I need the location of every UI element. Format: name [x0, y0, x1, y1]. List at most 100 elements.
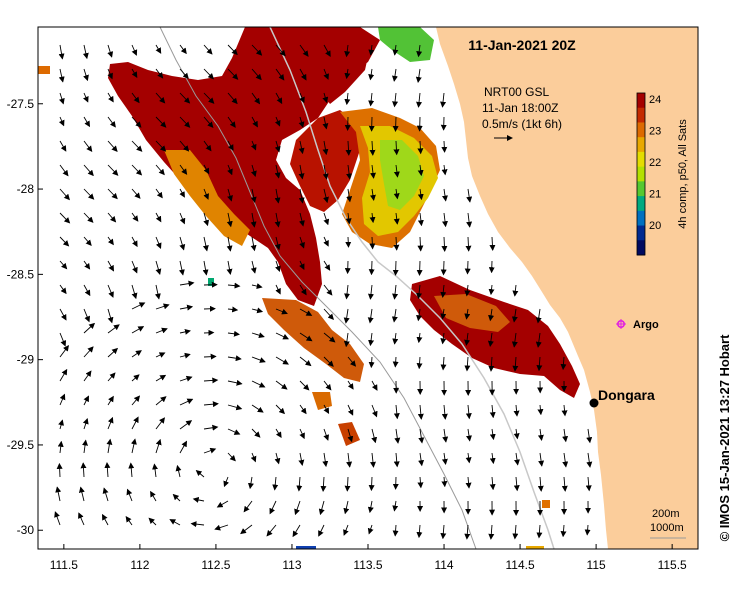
- current-vector: [250, 140, 257, 151]
- current-vector: [226, 212, 233, 228]
- isobath-1000m: [159, 27, 477, 549]
- current-vector: [83, 395, 89, 406]
- current-vector: [227, 428, 241, 435]
- current-vector: [466, 212, 473, 228]
- current-vector: [148, 517, 157, 526]
- current-vector: [465, 476, 472, 489]
- current-vector: [179, 212, 186, 225]
- current-vector: [416, 308, 423, 322]
- current-vector: [154, 284, 161, 300]
- current-vector: [393, 236, 400, 251]
- current-vector: [416, 260, 423, 276]
- current-vector: [179, 304, 194, 311]
- current-vector: [107, 164, 119, 176]
- current-vector: [417, 476, 424, 489]
- current-vector: [251, 404, 264, 413]
- current-vector: [275, 308, 288, 315]
- current-vector: [299, 236, 305, 249]
- current-vector: [131, 284, 138, 300]
- x-tick-label: 113: [282, 558, 301, 572]
- colorbar-segment: [637, 151, 645, 168]
- colorbar-segment: [637, 196, 645, 212]
- current-vector: [54, 511, 61, 526]
- colorbar-tick-label: 24: [649, 94, 661, 106]
- current-vector: [107, 284, 114, 298]
- current-vector: [464, 260, 471, 275]
- colorbar-segment: [637, 225, 645, 241]
- current-vector: [251, 356, 266, 363]
- current-vector: [251, 307, 264, 314]
- current-vector: [323, 212, 330, 226]
- current-vector: [275, 92, 283, 105]
- current-vector: [83, 346, 94, 358]
- current-vector: [298, 452, 305, 466]
- current-vector: [323, 404, 330, 414]
- current-vector: [250, 212, 257, 228]
- current-vector: [320, 476, 327, 492]
- x-tick-label: 114: [434, 558, 453, 572]
- current-vector: [131, 116, 142, 128]
- current-vector: [83, 68, 89, 82]
- current-vector: [275, 68, 285, 81]
- current-vector: [368, 260, 375, 276]
- current-vector: [275, 356, 289, 365]
- current-vector: [216, 500, 229, 508]
- current-vector: [323, 284, 333, 296]
- colorbar-segment: [637, 137, 645, 153]
- current-vector: [440, 260, 447, 276]
- current-vector: [299, 44, 309, 57]
- current-vector: [131, 212, 139, 222]
- current-vector: [59, 344, 70, 358]
- isobath-legend-200m: 200m: [652, 508, 680, 520]
- current-vector: [274, 164, 281, 179]
- current-vector: [107, 116, 116, 128]
- colorbar-frame: [636, 92, 646, 256]
- x-tick-label: 115.5: [658, 558, 687, 572]
- current-vector: [266, 524, 277, 537]
- current-vector: [80, 462, 87, 478]
- current-vector: [513, 428, 520, 440]
- current-vector: [323, 308, 334, 320]
- current-vector: [107, 92, 114, 103]
- current-vector: [83, 212, 94, 223]
- current-vector: [227, 404, 243, 411]
- current-vector: [106, 438, 113, 454]
- current-vector: [59, 140, 67, 152]
- current-vector: [155, 396, 167, 406]
- current-vector: [416, 92, 423, 108]
- current-vector: [367, 524, 374, 535]
- current-vector: [203, 188, 209, 200]
- current-vector: [275, 404, 286, 415]
- current-vector: [536, 524, 543, 539]
- colorbar: 24 23 22 21 20: [636, 92, 661, 256]
- current-vector: [155, 68, 164, 79]
- current-vector: [251, 44, 263, 56]
- current-vector: [368, 356, 375, 369]
- current-vector: [179, 44, 187, 55]
- current-vector: [514, 452, 520, 466]
- current-vector: [392, 116, 399, 132]
- current-vector: [298, 116, 305, 128]
- current-vector: [83, 236, 92, 246]
- current-vector: [131, 302, 146, 310]
- current-vector: [346, 164, 353, 180]
- current-vector: [58, 92, 65, 105]
- current-vector: [59, 260, 68, 270]
- current-vector: [155, 352, 166, 358]
- current-vector: [323, 332, 336, 343]
- current-vector: [227, 188, 233, 202]
- current-vector: [489, 236, 496, 251]
- sst-speck-blue: [296, 546, 316, 549]
- current-vector: [250, 164, 257, 178]
- current-vector: [155, 327, 168, 334]
- current-vector: [299, 284, 307, 296]
- current-vector: [344, 476, 351, 492]
- current-vector: [368, 332, 375, 347]
- current-vector: [190, 521, 205, 528]
- current-vector: [226, 236, 233, 252]
- current-vector: [417, 236, 424, 252]
- current-vector: [172, 493, 181, 502]
- current-vector: [512, 524, 519, 540]
- current-vector: [250, 452, 257, 463]
- current-vector: [272, 476, 279, 491]
